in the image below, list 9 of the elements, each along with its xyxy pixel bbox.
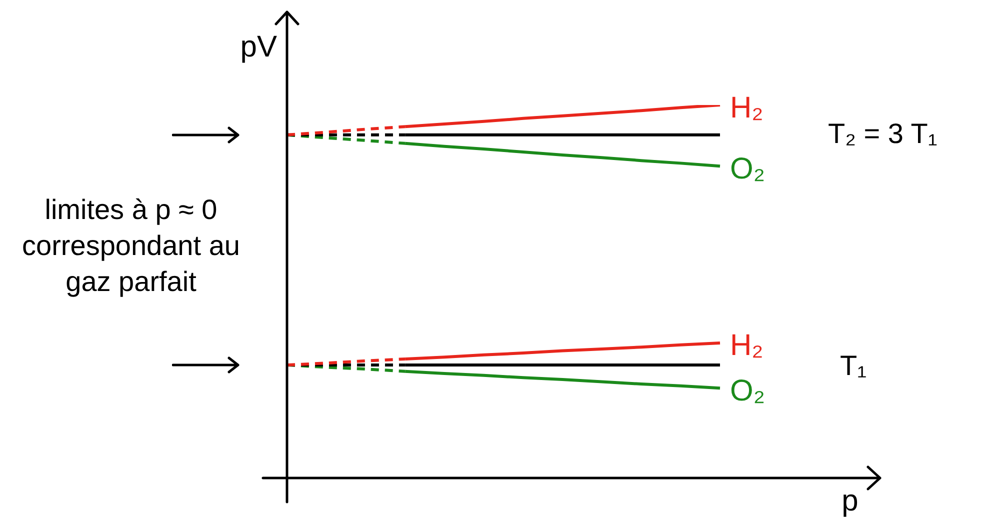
series-label: H₂ [730, 91, 764, 124]
series-label: O₂ [730, 152, 765, 186]
text: T₁ [840, 350, 867, 382]
text: T₂ = 3 T₁ [828, 118, 938, 150]
x-axis-title: p [842, 484, 858, 517]
series-label: H₂ [730, 329, 764, 362]
y-axis-title: pV [240, 30, 277, 64]
series-label: O₂ [730, 374, 765, 408]
text: limites à p ≈ 0 correspondant au gaz parfait [21, 193, 241, 299]
